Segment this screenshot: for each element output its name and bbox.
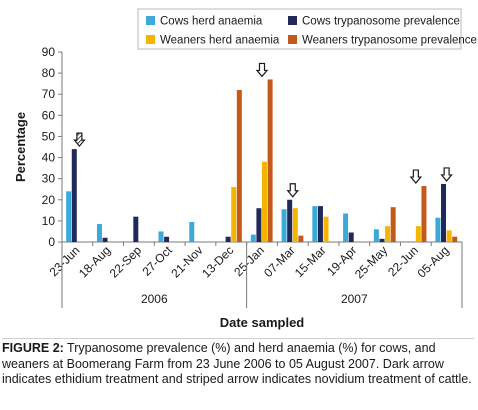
treatment-markers <box>73 62 453 198</box>
x-tick-label: 15-Mar <box>292 243 329 280</box>
y-tick-label: 10 <box>42 214 56 228</box>
dark-arrow-icon <box>409 169 423 184</box>
legend-label: Cows trypanosome prevalence <box>302 16 460 28</box>
x-tick-label: 25-May <box>352 243 390 281</box>
bar <box>71 149 77 242</box>
x-tick-label: 22-Sep <box>107 243 144 280</box>
bar <box>441 183 447 242</box>
year-label: 2007 <box>341 292 368 306</box>
bar <box>348 232 354 242</box>
bar <box>231 187 237 242</box>
bar <box>164 236 170 242</box>
legend-box <box>137 8 462 50</box>
x-tick-label: 07-Mar <box>261 243 298 280</box>
bar <box>317 206 323 242</box>
figure-label: FIGURE 2: <box>2 341 64 355</box>
x-tick-label: 25-Jan <box>231 243 267 279</box>
bar <box>225 236 231 242</box>
bar <box>236 90 242 242</box>
y-tick-label: 30 <box>42 172 56 186</box>
bar <box>250 234 256 242</box>
bar <box>96 224 102 242</box>
dark-arrow-icon <box>286 183 300 198</box>
striped-arrow-icon <box>73 132 86 148</box>
bar <box>292 208 298 242</box>
bar <box>390 207 396 242</box>
legend-swatch <box>146 35 155 44</box>
y-tick-label: 40 <box>42 151 56 165</box>
bar <box>312 206 318 242</box>
bar <box>385 226 391 242</box>
bar <box>323 216 329 242</box>
x-tick-label: 13-Dec <box>199 243 236 280</box>
bar <box>262 161 267 242</box>
y-axis-label: Percentage <box>13 112 28 182</box>
caption-text: Trypanosome prevalence (%) and herd anae… <box>2 341 472 386</box>
x-tick-label: 18-Aug <box>76 243 113 280</box>
bar <box>421 186 427 242</box>
bar <box>298 235 304 242</box>
bar <box>435 217 441 242</box>
chart: Cows herd anaemia Cows trypanosome preval… <box>13 8 477 330</box>
y-tick-label: 80 <box>42 66 56 80</box>
bar <box>133 216 139 242</box>
legend-label: Weaners herd anaemia <box>160 35 280 47</box>
dark-arrow-icon <box>440 167 453 182</box>
figure-caption: FIGURE 2: Trypanosome prevalence (%) and… <box>2 341 472 388</box>
y-ticks: 0 10 20 30 40 50 60 70 80 90 <box>42 45 62 249</box>
bar <box>158 231 164 242</box>
legend: Cows herd anaemia Cows trypanosome preval… <box>146 16 477 47</box>
x-axis-label: Date sampled <box>220 315 305 330</box>
bar <box>373 229 379 242</box>
bar <box>66 191 72 242</box>
y-tick-label: 20 <box>42 193 56 207</box>
bar <box>189 221 195 242</box>
x-tick-label: 05-Aug <box>414 243 451 280</box>
bar <box>267 79 273 242</box>
x-tick-label: 21-Nov <box>168 243 205 280</box>
y-tick-label: 70 <box>42 87 56 101</box>
y-tick-label: 60 <box>42 108 56 122</box>
legend-swatch <box>288 35 297 44</box>
year-groups: 2006 2007 <box>61 242 463 308</box>
bar <box>379 238 385 242</box>
legend-swatch <box>146 16 155 25</box>
bar <box>102 237 108 242</box>
y-tick-label: 0 <box>48 235 55 249</box>
legend-label: Weaners trypanosome prevalence <box>302 35 477 47</box>
bar <box>452 236 458 242</box>
bar <box>281 209 287 242</box>
dark-arrow-icon <box>255 62 269 78</box>
bars <box>66 79 458 242</box>
bar <box>343 213 349 242</box>
x-ticks: 23-Jun18-Aug22-Sep27-Oct21-Nov13-Dec25-J… <box>47 242 463 281</box>
year-label: 2006 <box>141 292 168 306</box>
bar <box>415 226 421 242</box>
bar <box>446 230 452 242</box>
x-tick-label: 22-Jun <box>385 243 421 279</box>
y-tick-label: 50 <box>42 129 56 143</box>
legend-swatch <box>288 16 297 25</box>
bar <box>287 199 293 242</box>
y-tick-label: 90 <box>42 45 56 59</box>
bar <box>256 208 262 242</box>
legend-label: Cows herd anaemia <box>160 16 263 28</box>
caption-divider <box>2 338 474 339</box>
